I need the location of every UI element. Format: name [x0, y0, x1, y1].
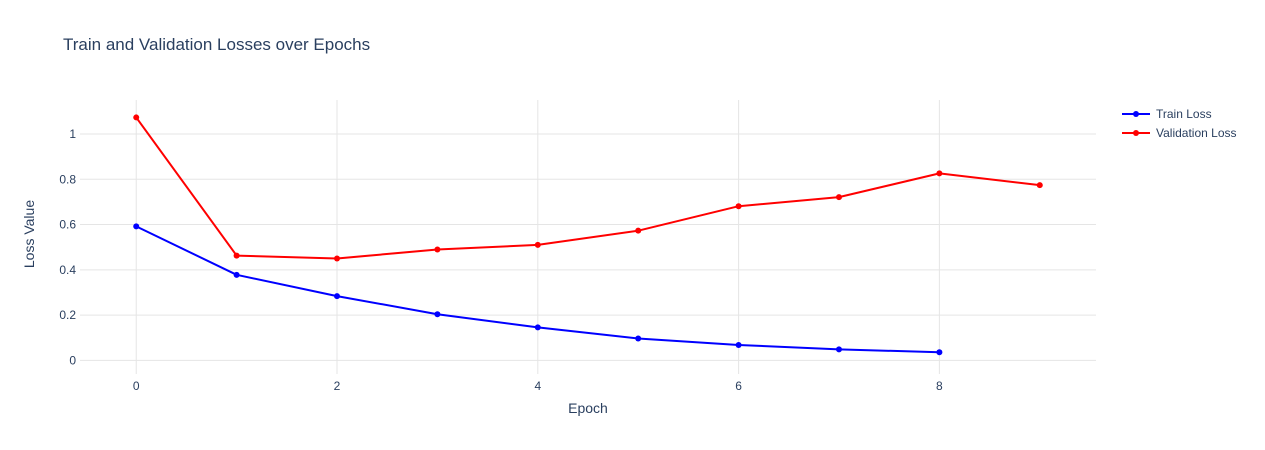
- x-tick-label: 2: [334, 379, 341, 393]
- x-tick-label: 6: [735, 379, 742, 393]
- y-tick-label: 0.2: [59, 308, 76, 322]
- x-axis-title: Epoch: [568, 400, 608, 416]
- y-tick-label: 0.4: [59, 263, 76, 277]
- legend-item[interactable]: Validation Loss: [1122, 126, 1237, 140]
- data-point[interactable]: [835, 346, 842, 353]
- data-point[interactable]: [434, 311, 441, 318]
- series-line: [135, 116, 1040, 260]
- y-tick-label: 0.8: [59, 172, 76, 186]
- y-axis-title: Loss Value: [21, 200, 37, 268]
- data-point[interactable]: [233, 252, 240, 259]
- x-tick-label: 4: [534, 379, 541, 393]
- series-train-loss: [133, 223, 943, 356]
- chart-title: Train and Validation Losses over Epochs: [63, 35, 370, 54]
- legend-label: Train Loss: [1156, 107, 1212, 121]
- data-point[interactable]: [334, 293, 341, 300]
- series-area: [133, 114, 1043, 356]
- x-tick-label: 0: [133, 379, 140, 393]
- data-point[interactable]: [133, 223, 140, 230]
- legend-swatch-marker: [1133, 130, 1139, 136]
- data-point[interactable]: [735, 342, 742, 349]
- y-tick-label: 0.6: [59, 218, 76, 232]
- data-point[interactable]: [635, 227, 642, 234]
- grid-lines: [80, 100, 1096, 374]
- data-point[interactable]: [334, 255, 341, 262]
- data-point[interactable]: [735, 203, 742, 210]
- axis-ticks: 0 2 4 6 8 0 0.2 0.4 0.6 0.8 1: [59, 127, 943, 393]
- data-point[interactable]: [835, 194, 842, 201]
- data-point[interactable]: [534, 241, 541, 248]
- legend-swatch-marker: [1133, 111, 1139, 117]
- legend[interactable]: Train Loss Validation Loss: [1122, 107, 1237, 140]
- data-point[interactable]: [534, 324, 541, 331]
- data-point[interactable]: [635, 335, 642, 342]
- data-point[interactable]: [233, 271, 240, 278]
- y-tick-label: 1: [69, 127, 76, 141]
- data-point[interactable]: [133, 114, 140, 121]
- legend-item[interactable]: Train Loss: [1122, 107, 1212, 121]
- series-validation-loss: [133, 114, 1043, 262]
- data-point[interactable]: [434, 246, 441, 253]
- legend-label: Validation Loss: [1156, 126, 1237, 140]
- data-point[interactable]: [1036, 182, 1043, 189]
- x-tick-label: 8: [936, 379, 943, 393]
- data-point[interactable]: [936, 349, 943, 356]
- data-point[interactable]: [936, 170, 943, 177]
- y-tick-label: 0: [69, 353, 76, 367]
